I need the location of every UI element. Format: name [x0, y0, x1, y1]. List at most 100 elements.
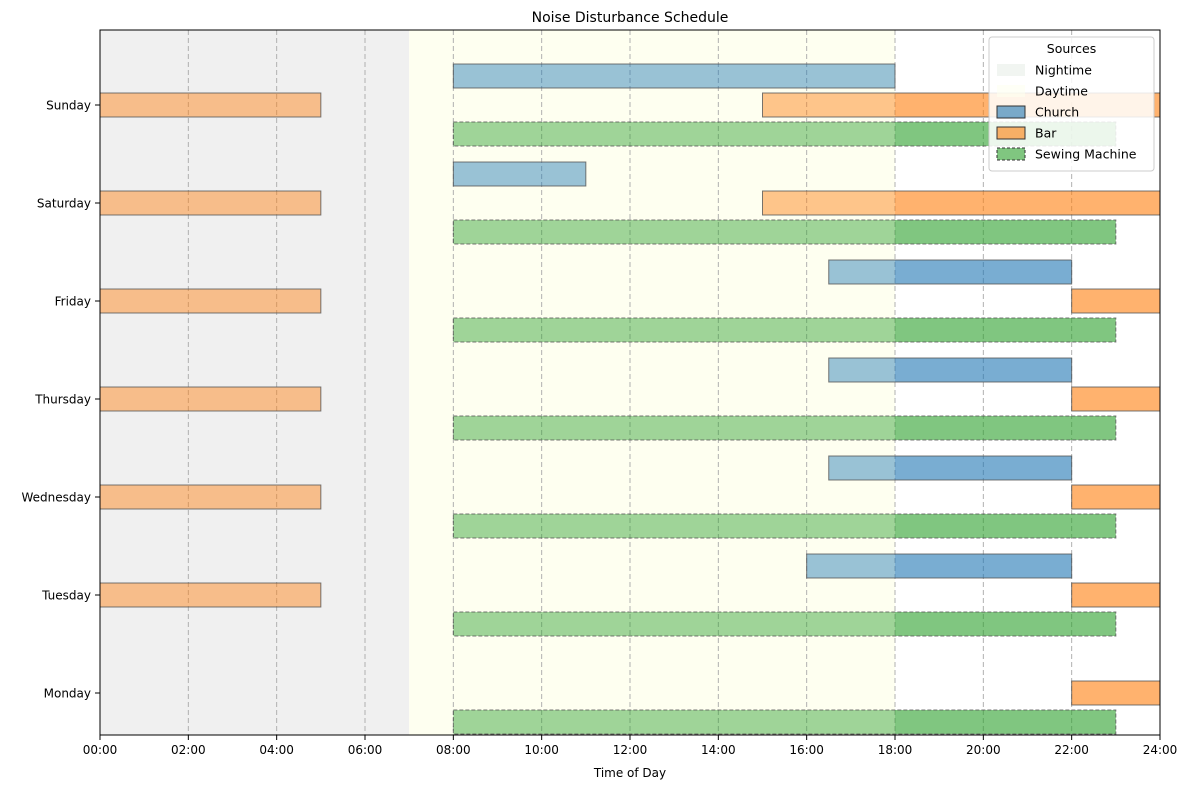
legend-entry-bar: Bar — [996, 126, 1057, 141]
sewing-bar-outline — [452, 709, 1117, 735]
sewing-bar — [452, 415, 1117, 441]
x-tick-label: 10:00 — [524, 743, 559, 757]
legend-entry-day: Daytime — [997, 84, 1088, 99]
bar-bar — [99, 386, 322, 412]
sewing-bar-segment — [895, 514, 1116, 538]
bars — [99, 63, 1161, 735]
church-bar — [452, 63, 896, 89]
bar-bar-segment — [1071, 485, 1160, 509]
sewing-bar-segment — [453, 122, 895, 146]
sewing-bar-segment — [895, 318, 1116, 342]
legend-label: Church — [1035, 105, 1079, 120]
x-tick-label: 00:00 — [83, 743, 118, 757]
bar-bar — [99, 582, 322, 608]
legend-swatch — [996, 147, 1026, 161]
legend-entry-sewing: Sewing Machine — [996, 147, 1137, 162]
church-bar-segment — [828, 358, 895, 382]
bar-bar-segment — [100, 485, 321, 509]
bar-bar — [99, 92, 322, 118]
x-tick-label: 22:00 — [1054, 743, 1089, 757]
legend-label: Sewing Machine — [1035, 147, 1137, 162]
bar-bar-segment — [100, 583, 321, 607]
church-bar-outline — [828, 357, 1073, 383]
sewing-bar-segment — [453, 612, 895, 636]
church-bar-segment — [895, 358, 1072, 382]
x-tick-label: 12:00 — [613, 743, 648, 757]
x-tick-label: 18:00 — [878, 743, 913, 757]
y-tick-label: Sunday — [46, 99, 91, 113]
church-bar — [806, 553, 1073, 579]
y-tick-label: Wednesday — [22, 491, 91, 505]
sewing-bar — [452, 219, 1117, 245]
church-bar-outline — [828, 259, 1073, 285]
bar-bar — [1071, 582, 1161, 608]
sewing-bar — [452, 611, 1117, 637]
legend-box — [988, 36, 1155, 172]
legend-swatch — [996, 126, 1026, 140]
legend-title: Sources — [1047, 41, 1096, 56]
bar-bar — [762, 190, 1161, 216]
church-bar-outline — [828, 455, 1073, 481]
x-tick-label: 20:00 — [966, 743, 1001, 757]
x-tick-label: 06:00 — [348, 743, 383, 757]
legend-entry-night: Nightime — [997, 63, 1092, 78]
bar-bar — [1071, 288, 1161, 314]
sewing-bar-outline — [452, 317, 1117, 343]
sewing-bar-outline — [452, 611, 1117, 637]
bar-bar-segment — [100, 191, 321, 215]
sewing-bar-segment — [895, 220, 1116, 244]
sewing-bar-outline — [452, 513, 1117, 539]
church-bar-segment — [453, 64, 895, 88]
y-tick-label: Monday — [44, 687, 91, 701]
church-bar — [828, 357, 1073, 383]
bar-bar-segment — [1071, 583, 1160, 607]
bar-bar — [99, 190, 322, 216]
church-bar-segment — [806, 554, 895, 578]
sewing-bar — [452, 513, 1117, 539]
church-bar — [828, 455, 1073, 481]
time-period-backgrounds — [100, 30, 895, 735]
church-bar-segment — [453, 162, 586, 186]
sewing-bar-segment — [895, 416, 1116, 440]
y-tick-label: Tuesday — [41, 589, 91, 603]
church-bar-outline — [806, 553, 1073, 579]
bar-bar — [1071, 386, 1161, 412]
church-bar — [828, 259, 1073, 285]
chart-title: Noise Disturbance Schedule — [532, 10, 729, 26]
x-axis-label: Time of Day — [593, 766, 666, 780]
x-axis: 00:00 02:00 04:00 06:00 08:00 10:00 12:00 14:00… — [83, 735, 1177, 757]
x-tick-label: 08:00 — [436, 743, 471, 757]
bar-bar — [99, 484, 322, 510]
sewing-bar — [452, 317, 1117, 343]
bar-bar-segment — [895, 191, 1160, 215]
bar-bar — [1071, 484, 1161, 510]
sewing-bar-segment — [453, 710, 895, 734]
y-axis: Monday Tuesday Wednesday Thursday Friday Satu… — [22, 99, 100, 701]
x-tick-label: 14:00 — [701, 743, 736, 757]
legend-entry-church: Church — [996, 105, 1079, 120]
sewing-bar — [452, 709, 1117, 735]
bar-bar-segment — [100, 387, 321, 411]
church-bar-segment — [895, 456, 1072, 480]
legend-swatch — [997, 85, 1025, 97]
y-tick-label: Thursday — [34, 393, 91, 407]
church-bar — [452, 161, 587, 187]
bar-bar-segment — [100, 289, 321, 313]
bar-bar — [99, 288, 322, 314]
legend-label: Daytime — [1035, 84, 1088, 99]
legend-swatch — [997, 64, 1025, 76]
bar-bar-segment — [762, 93, 895, 117]
sewing-bar-segment — [453, 318, 895, 342]
nighttime-region — [100, 30, 410, 735]
daytime-region — [409, 30, 895, 735]
church-bar-outline — [452, 161, 587, 187]
y-tick-label: Saturday — [37, 197, 91, 211]
x-tick-label: 02:00 — [171, 743, 206, 757]
sewing-bar-segment — [895, 710, 1116, 734]
bar-bar-segment — [1071, 387, 1160, 411]
sewing-bar-outline — [452, 219, 1117, 245]
bar-bar-segment — [1071, 681, 1160, 705]
bar-bar-segment — [100, 93, 321, 117]
x-tick-label: 04:00 — [259, 743, 294, 757]
